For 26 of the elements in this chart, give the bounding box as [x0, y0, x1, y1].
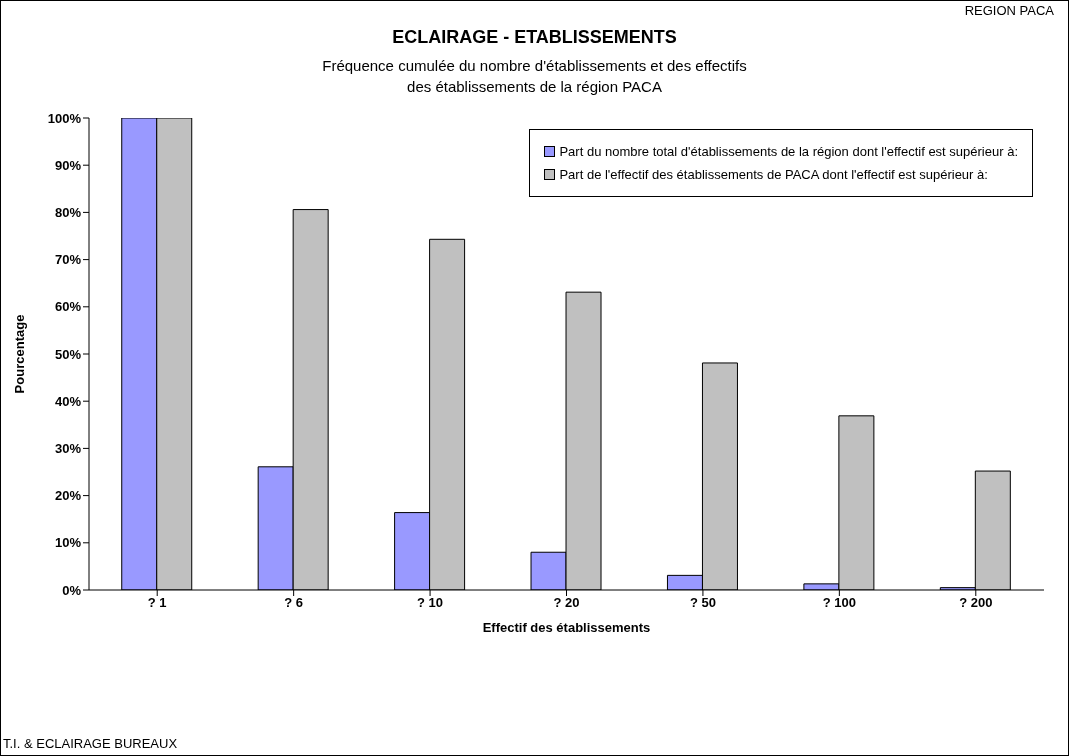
y-tick-label: 70% — [54, 252, 82, 268]
y-tick-label: 80% — [54, 205, 82, 221]
x-tick-label: ? 6 — [284, 595, 304, 611]
x-tick-label: ? 10 — [417, 595, 444, 611]
x-tick-label: ? 200 — [959, 595, 993, 611]
text: REGION PACA — [964, 3, 1054, 18]
y-tick-label: 10% — [54, 535, 82, 551]
y-tick-label: 60% — [54, 299, 82, 315]
legend-label: Part de l'effectif des établissements de PACA dont l'effectif est supérieur à: — [559, 167, 988, 182]
x-tick-label: ? 50 — [689, 595, 716, 611]
x-tick-label: ? 1 — [147, 595, 167, 611]
legend-label: Part du nombre total d'établissements de la région dont l'effectif est supérieur à: — [559, 144, 1018, 159]
text: T.I. & ECLAIRAGE BUREAUX — [3, 736, 178, 751]
chart-subtitle: Fréquence cumulée du nombre d'établissements et des effectifs des établissements de la région PACA — [321, 56, 748, 97]
chart-title: ECLAIRAGE - ETABLISSEMENTS — [391, 27, 678, 48]
y-tick-label: 50% — [54, 346, 82, 362]
y-tick-label: 30% — [54, 441, 82, 457]
y-tick-label: 90% — [54, 157, 82, 173]
y-tick-label: 100% — [47, 110, 82, 126]
y-tick-label: 0% — [62, 582, 82, 598]
x-tick-label: ? 100 — [822, 595, 856, 611]
y-tick-label: 40% — [54, 393, 82, 409]
x-tick-label: ? 20 — [553, 595, 580, 611]
x-axis-title: Effectif des établissements — [482, 620, 651, 635]
y-axis-title: Pourcentage — [11, 314, 27, 394]
y-tick-label: 20% — [54, 488, 82, 504]
